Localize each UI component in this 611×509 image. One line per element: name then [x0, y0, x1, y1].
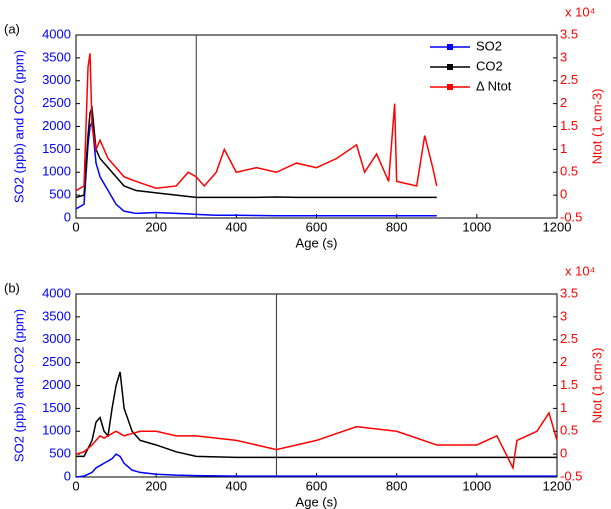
y-tick-label: 3500 — [42, 49, 71, 64]
legend-label: Δ Ntot — [476, 78, 512, 93]
y2-axis-label: Ntot (1 cm-3) — [589, 348, 604, 424]
x-tick-label: 400 — [225, 478, 247, 493]
x-tick-label: 600 — [306, 219, 328, 234]
x-tick-label: 200 — [145, 478, 167, 493]
y2-axis-label: Ntot (1 cm-3) — [589, 89, 604, 165]
y2-tick-label: -0.5 — [560, 209, 582, 224]
series-line — [76, 371, 557, 459]
x-tick-label: 1200 — [543, 219, 572, 234]
x-tick-label: 1000 — [462, 219, 491, 234]
panel-label: (a) — [4, 21, 20, 36]
y-tick-label: 2000 — [42, 118, 71, 133]
y2-tick-label: 2.5 — [560, 72, 578, 87]
y-tick-label: 2500 — [42, 354, 71, 369]
x-tick-label: 0 — [72, 478, 79, 493]
x-axis-label: Age (s) — [296, 235, 338, 250]
series-line — [75, 453, 557, 478]
x-tick-label: 1200 — [543, 478, 572, 493]
y-tick-label: 500 — [49, 446, 71, 461]
y2-tick-label: 3 — [560, 49, 567, 64]
y-tick-label: 3500 — [42, 308, 71, 323]
y2-tick-label: 0.5 — [560, 164, 578, 179]
y-tick-label: 3000 — [42, 331, 71, 346]
legend-label: CO2 — [476, 58, 503, 73]
y-axis-label: SO2 (ppb) and CO2 (ppm) — [11, 309, 26, 462]
y2-tick-label: 1 — [560, 141, 567, 156]
x-tick-label: 0 — [72, 219, 79, 234]
legend-marker — [447, 84, 453, 90]
plot-frame — [75, 293, 558, 478]
y2-multiplier: x 10⁴ — [565, 4, 595, 19]
y2-tick-label: 3 — [560, 308, 567, 323]
y2-tick-label: 1 — [560, 400, 567, 415]
series-line — [75, 118, 437, 217]
y-tick-label: 1500 — [42, 400, 71, 415]
y2-tick-label: 2 — [560, 95, 567, 110]
legend-marker — [447, 64, 453, 70]
x-tick-label: 600 — [306, 478, 328, 493]
y-tick-label: 1000 — [42, 423, 71, 438]
y2-multiplier: x 10⁴ — [565, 263, 595, 278]
y-tick-label: 4000 — [42, 285, 71, 300]
y-tick-label: 0 — [64, 468, 71, 483]
y2-tick-label: 0.5 — [560, 423, 578, 438]
y-tick-label: 1000 — [42, 164, 71, 179]
y-tick-label: 1500 — [42, 141, 71, 156]
y-tick-label: 500 — [49, 187, 71, 202]
x-tick-label: 800 — [386, 478, 408, 493]
series-line — [75, 105, 437, 199]
y2-tick-label: 2 — [560, 354, 567, 369]
y2-tick-label: 0 — [560, 187, 567, 202]
y-tick-label: 4000 — [42, 26, 71, 41]
panel-label: (b) — [4, 280, 20, 295]
y-tick-label: 2000 — [42, 377, 71, 392]
y2-tick-label: 1.5 — [560, 118, 578, 133]
y2-tick-label: 1.5 — [560, 377, 578, 392]
series-line — [75, 53, 438, 192]
y2-tick-label: -0.5 — [560, 468, 582, 483]
x-tick-label: 1000 — [462, 478, 491, 493]
y2-tick-label: 3.5 — [560, 285, 578, 300]
legend-marker — [447, 44, 453, 50]
y-tick-label: 2500 — [42, 95, 71, 110]
y2-tick-label: 2.5 — [560, 331, 578, 346]
x-tick-label: 800 — [386, 219, 408, 234]
x-tick-label: 400 — [225, 219, 247, 234]
series-line — [75, 411, 558, 471]
x-axis-label: Age (s) — [296, 494, 338, 509]
y2-tick-label: 3.5 — [560, 26, 578, 41]
y-axis-label: SO2 (ppb) and CO2 (ppm) — [11, 50, 26, 203]
y-tick-label: 0 — [64, 209, 71, 224]
x-tick-label: 200 — [145, 219, 167, 234]
y2-tick-label: 0 — [560, 446, 567, 461]
y-tick-label: 3000 — [42, 72, 71, 87]
legend-label: SO2 — [476, 38, 502, 53]
